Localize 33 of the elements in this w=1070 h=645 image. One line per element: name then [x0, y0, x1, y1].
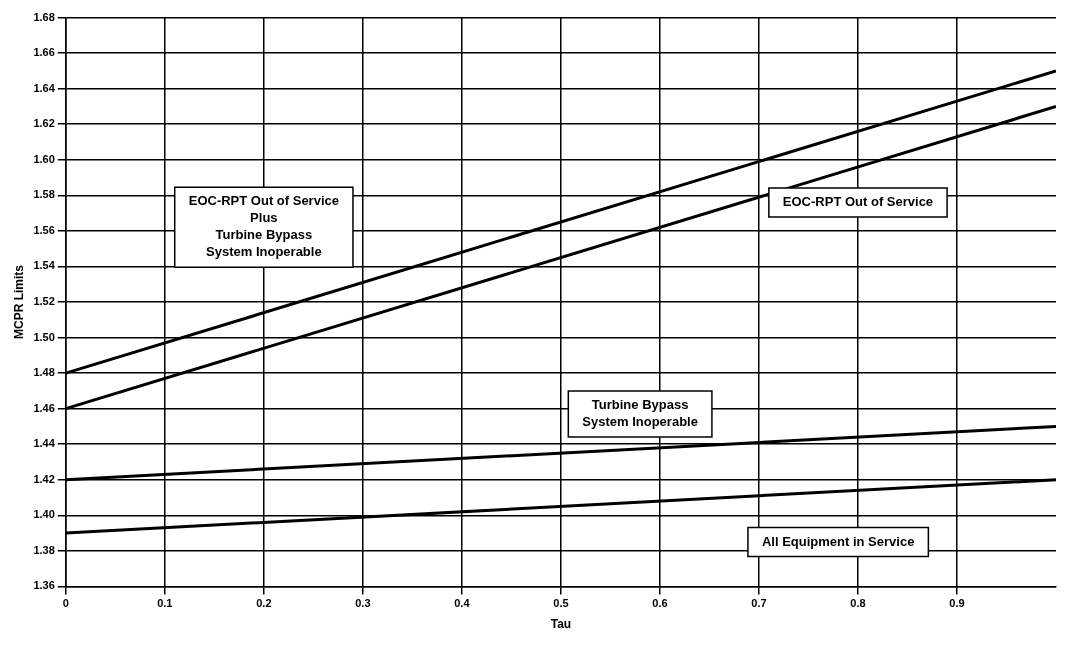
y-tick-label: 1.46 — [33, 401, 55, 414]
text: All Equipment in Service — [761, 533, 915, 549]
x-tick-label: 0.1 — [157, 597, 173, 610]
text: EOC-RPT Out of Service Plus Turbine Bypass System Inoperable — [188, 193, 339, 260]
x-tick-label: 0.2 — [256, 597, 272, 610]
series-label: EOC-RPT Out of Service — [782, 194, 934, 210]
y-tick-label: 1.68 — [33, 10, 55, 23]
y-tick-label: 1.52 — [33, 295, 55, 308]
y-tick-label: 1.64 — [33, 81, 56, 94]
y-tick-label: 1.62 — [33, 117, 55, 130]
x-tick-label: 0.5 — [553, 597, 569, 610]
x-tick-label: 0.9 — [949, 597, 965, 610]
y-tick-label: 1.40 — [33, 508, 55, 521]
y-tick-label: 1.48 — [33, 366, 55, 379]
y-axis-title: MCPR Limits — [11, 264, 26, 340]
x-tick-label: 0.8 — [850, 597, 866, 610]
y-tick-label: 1.60 — [33, 152, 55, 165]
y-tick-label: 1.42 — [33, 472, 55, 485]
y-tick-label: 1.44 — [33, 437, 56, 450]
y-tick-label: 1.58 — [33, 188, 55, 201]
x-tick-label: 0 — [62, 597, 69, 610]
x-tick-label: 0.4 — [454, 597, 471, 610]
y-tick-label: 1.56 — [33, 223, 55, 236]
y-tick-label: 1.36 — [33, 579, 55, 592]
y-tick-label: 1.66 — [33, 46, 55, 59]
x-tick-label: 0.7 — [751, 597, 767, 610]
x-axis-title: Tau — [550, 617, 572, 632]
y-tick-label: 1.50 — [33, 330, 55, 343]
x-tick-label: 0.3 — [355, 597, 371, 610]
x-tick-label: 0.6 — [652, 597, 668, 610]
series-label: Turbine Bypass System Inoperable — [582, 397, 698, 430]
y-tick-label: 1.54 — [33, 259, 56, 272]
y-tick-label: 1.38 — [33, 543, 55, 556]
